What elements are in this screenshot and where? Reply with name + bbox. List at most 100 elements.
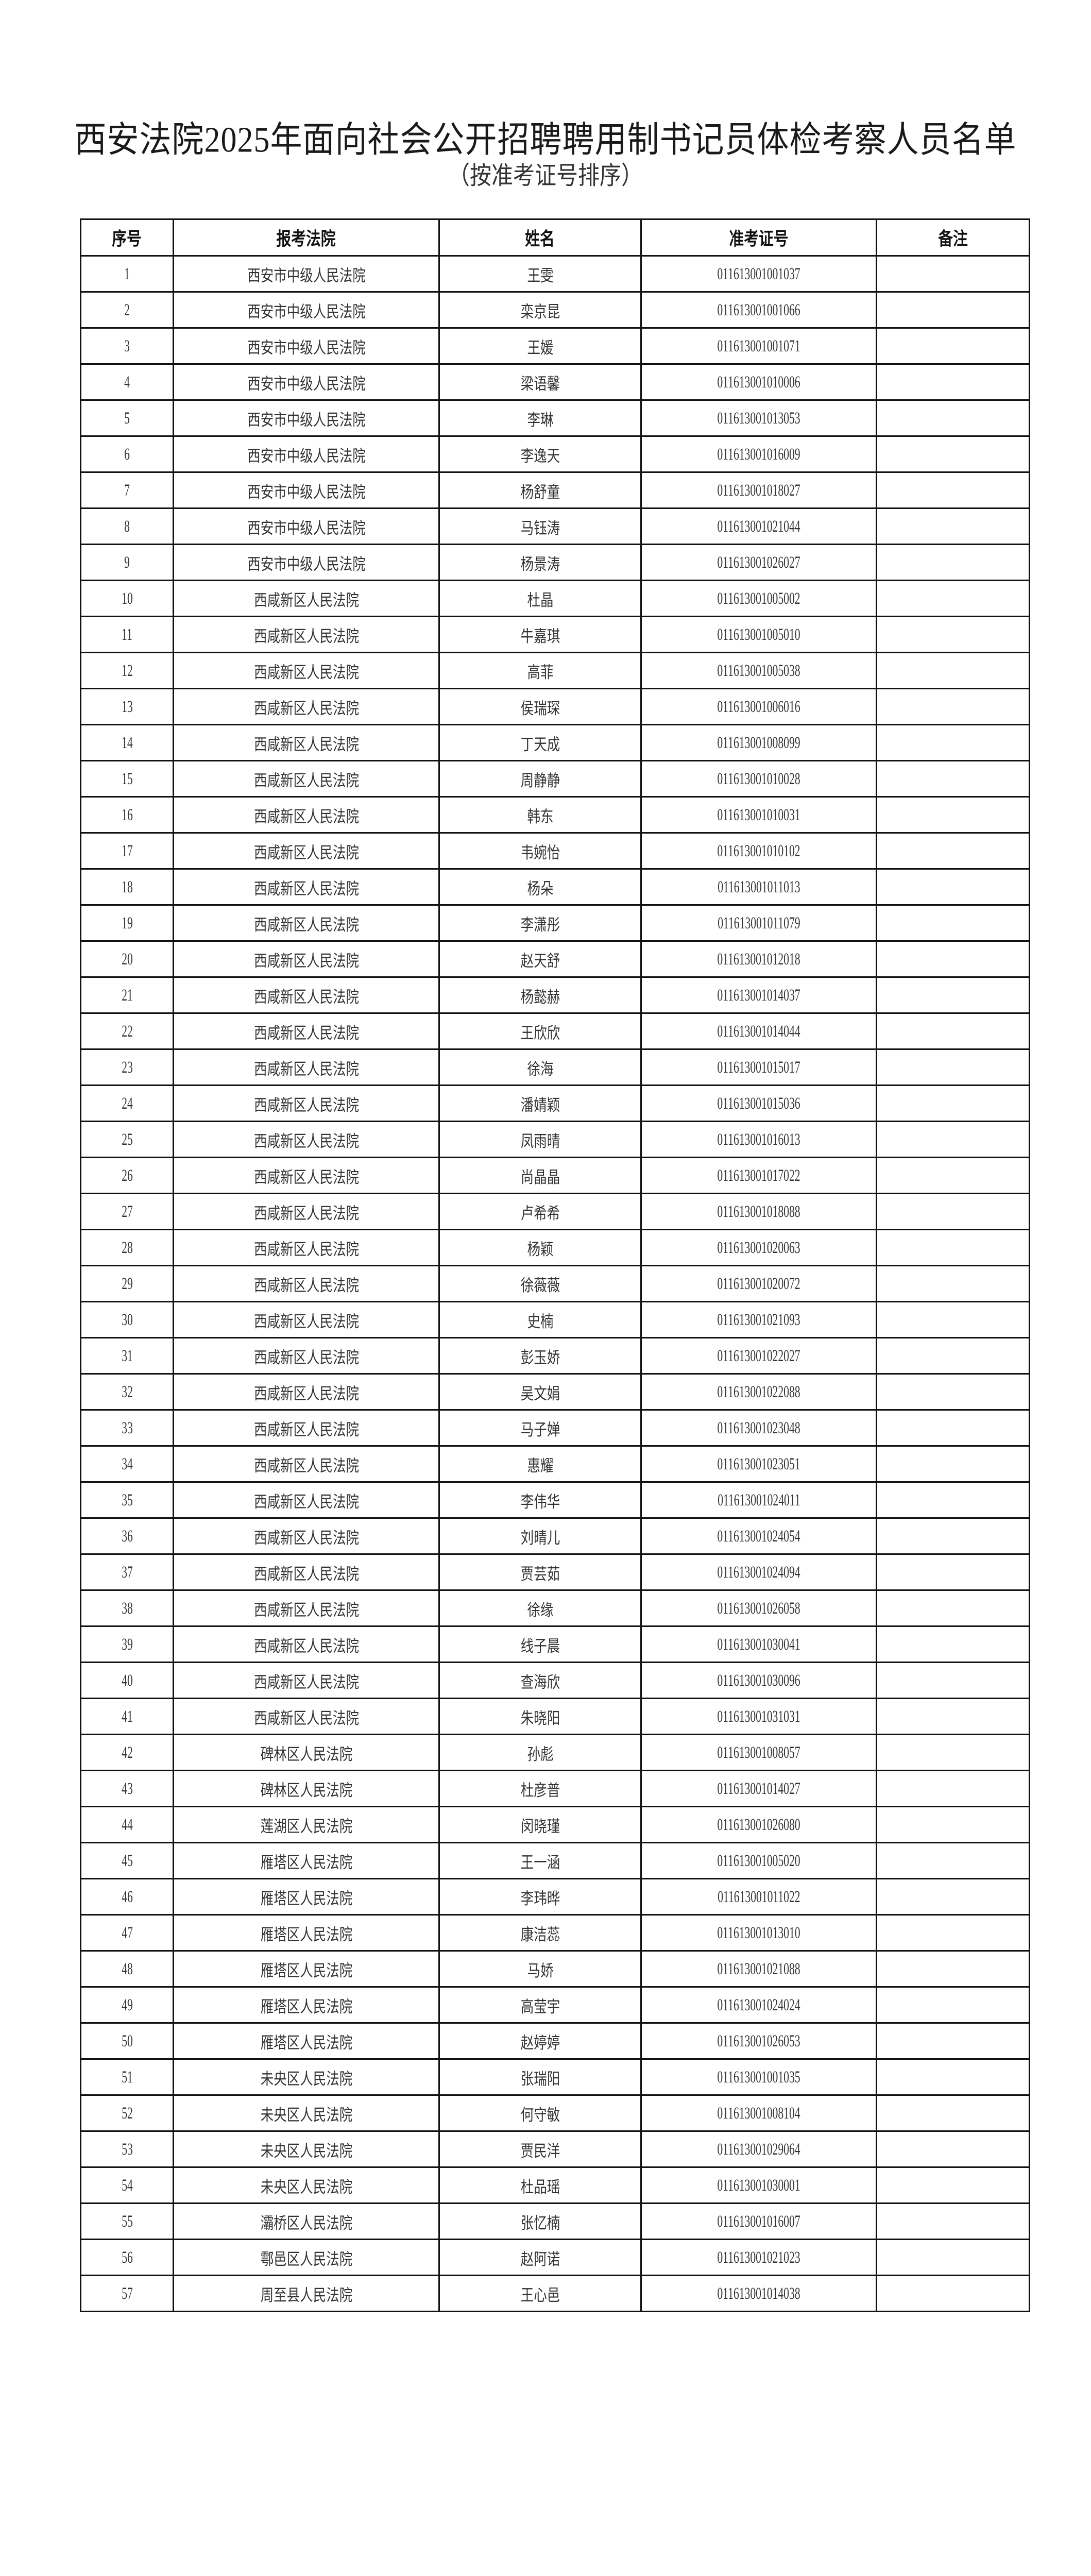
name-text: 潘婧颖 [520, 1096, 560, 1114]
court-text: 雁塔区人民法院 [260, 1889, 352, 1908]
court-cell: 西咸新区人民法院 [173, 904, 440, 942]
index-text: 3 [124, 336, 130, 355]
exam-id-cell: 011613001011013 [640, 868, 877, 906]
exam-id-cell: 011613001024024 [640, 1986, 877, 2024]
exam-id-text: 011613001013053 [717, 408, 800, 428]
exam-id-cell: 011613001021088 [640, 1950, 877, 1988]
remarks-cell [876, 1914, 1030, 1952]
court-text: 西咸新区人民法院 [253, 1348, 359, 1367]
table-row: 31 西咸新区人民法院 彭玉娇 011613001022027 [80, 1337, 1030, 1375]
name-cell: 赵天舒 [438, 940, 642, 978]
exam-id-text: 011613001005020 [717, 1851, 800, 1870]
index-text: 29 [121, 1274, 133, 1293]
remarks-cell [876, 435, 1030, 473]
court-cell: 西咸新区人民法院 [173, 1625, 440, 1663]
index-text: 17 [121, 841, 133, 860]
index-cell: 16 [80, 796, 174, 834]
name-cell: 杜彦普 [438, 1770, 642, 1807]
exam-id-text: 011613001006016 [717, 697, 800, 716]
name-cell: 潘婧颖 [438, 1084, 642, 1122]
index-cell: 3 [80, 327, 174, 365]
remarks-cell [876, 760, 1030, 798]
exam-id-cell: 011613001014037 [640, 976, 877, 1014]
table-row: 21 西咸新区人民法院 杨懿赫 011613001014037 [80, 976, 1030, 1014]
remarks-cell [876, 2022, 1030, 2060]
name-cell: 杜品瑶 [438, 2166, 642, 2204]
name-cell: 刘晴儿 [438, 1517, 642, 1555]
name-cell: 赵婷婷 [438, 2022, 642, 2060]
index-text: 21 [121, 985, 133, 1005]
court-cell: 碑林区人民法院 [173, 1770, 440, 1807]
remarks-cell [876, 1121, 1030, 1158]
remarks-cell [876, 2130, 1030, 2168]
name-cell: 韩东 [438, 796, 642, 834]
exam-id-cell: 011613001008057 [640, 1734, 877, 1771]
table-row: 14 西咸新区人民法院 丁天成 011613001008099 [80, 724, 1030, 761]
table-row: 27 西咸新区人民法院 卢希希 011613001018088 [80, 1193, 1030, 1230]
name-cell: 王一涵 [438, 1842, 642, 1879]
index-cell: 18 [80, 868, 174, 906]
index-cell: 22 [80, 1012, 174, 1050]
index-text: 11 [122, 624, 132, 644]
index-cell: 51 [80, 2058, 174, 2096]
court-cell: 西咸新区人民法院 [173, 1553, 440, 1591]
name-text: 丁天成 [520, 735, 560, 754]
court-cell: 西咸新区人民法院 [173, 868, 440, 906]
exam-id-text: 011613001016013 [717, 1129, 800, 1149]
court-text: 西咸新区人民法院 [253, 952, 359, 970]
exam-id-cell: 011613001030001 [640, 2166, 877, 2204]
court-cell: 西咸新区人民法院 [173, 1337, 440, 1375]
court-text: 西咸新区人民法院 [253, 1529, 359, 1547]
court-cell: 西安市中级人民法院 [173, 255, 440, 293]
court-text: 西咸新区人民法院 [253, 916, 359, 934]
remarks-cell [876, 1589, 1030, 1627]
table-row: 28 西咸新区人民法院 杨颖 011613001020063 [80, 1229, 1030, 1266]
exam-id-cell: 011613001023048 [640, 1409, 877, 1447]
index-text: 53 [121, 2139, 133, 2159]
candidate-table: 序号 报考法院 姓名 准考证号 备注 1 西安市中级人民法院 王雯 011613001… [80, 218, 1030, 2312]
table-row: 47 雁塔区人民法院 康洁蕊 011613001013010 [80, 1914, 1030, 1952]
remarks-cell [876, 471, 1030, 509]
exam-id-text: 011613001015017 [717, 1057, 800, 1077]
court-text: 西咸新区人民法院 [253, 1493, 359, 1511]
index-text: 20 [121, 949, 133, 969]
index-text: 35 [121, 1490, 133, 1510]
court-text: 西安市中级人民法院 [247, 338, 366, 357]
remarks-cell [876, 796, 1030, 834]
name-cell: 徐薇薇 [438, 1265, 642, 1302]
exam-id-cell: 011613001005020 [640, 1842, 877, 1879]
table-header-row: 序号 报考法院 姓名 准考证号 备注 [80, 218, 1030, 257]
exam-id-cell: 011613001006016 [640, 688, 877, 725]
name-text: 高莹宇 [520, 1997, 560, 2016]
index-text: 48 [121, 1959, 133, 1978]
table-row: 48 雁塔区人民法院 马娇 011613001021088 [80, 1950, 1030, 1988]
exam-id-cell: 011613001001035 [640, 2058, 877, 2096]
index-text: 4 [124, 372, 130, 392]
index-cell: 45 [80, 1842, 174, 1879]
exam-id-cell: 011613001001066 [640, 291, 877, 329]
court-text: 未央区人民法院 [260, 2070, 352, 2088]
name-cell: 赵阿诺 [438, 2239, 642, 2276]
court-cell: 西安市中级人民法院 [173, 507, 440, 545]
court-cell: 西安市中级人民法院 [173, 291, 440, 329]
name-text: 韦婉怡 [520, 843, 560, 862]
table-row: 16 西咸新区人民法院 韩东 011613001010031 [80, 796, 1030, 834]
court-cell: 西咸新区人民法院 [173, 724, 440, 761]
exam-id-cell: 011613001030096 [640, 1662, 877, 1699]
index-text: 46 [121, 1887, 133, 1906]
remarks-cell [876, 1625, 1030, 1663]
court-text: 西咸新区人民法院 [253, 735, 359, 754]
index-cell: 55 [80, 2202, 174, 2240]
index-text: 2 [124, 300, 130, 319]
court-cell: 西安市中级人民法院 [173, 363, 440, 401]
exam-id-text: 011613001017022 [717, 1165, 800, 1185]
court-cell: 西安市中级人民法院 [173, 435, 440, 473]
name-text: 何守敏 [520, 2106, 560, 2124]
exam-id-cell: 011613001011079 [640, 904, 877, 942]
name-cell: 吴文娟 [438, 1373, 642, 1411]
remarks-cell [876, 616, 1030, 653]
remarks-cell [876, 1229, 1030, 1266]
table-row: 8 西安市中级人民法院 马钰涛 011613001021044 [80, 507, 1030, 545]
name-cell: 彭玉娇 [438, 1337, 642, 1375]
exam-id-text: 011613001026080 [717, 1815, 800, 1834]
